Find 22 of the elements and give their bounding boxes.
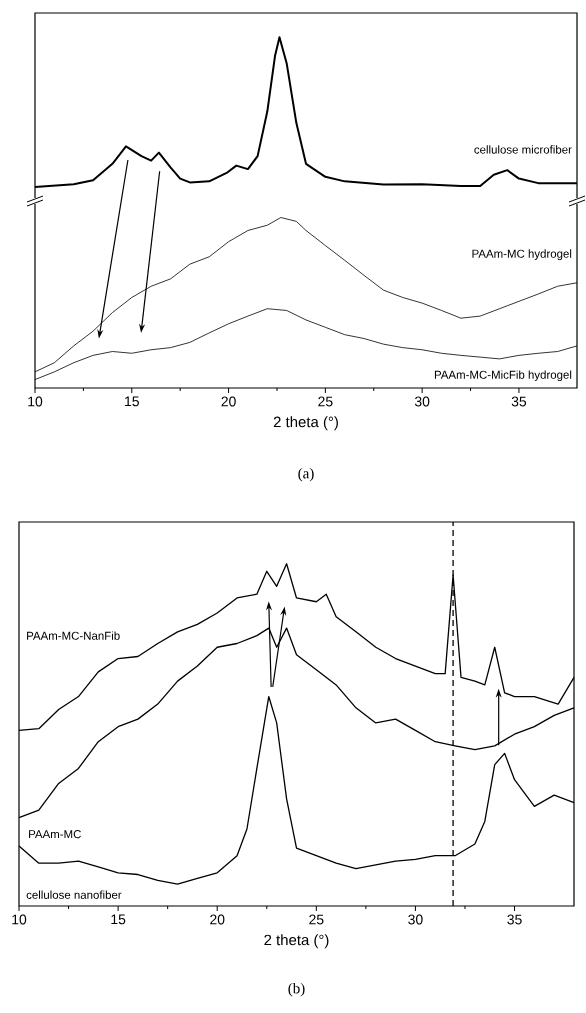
text: (a) — [298, 467, 314, 482]
x-tick-label: 20 — [221, 396, 237, 407]
x-tick-label: 10 — [28, 396, 43, 407]
x-tick-label: 35 — [507, 914, 522, 925]
series-label: PAAm-MC — [29, 830, 82, 839]
series-label: PAAm-MC-MicFib hydrogel — [435, 370, 572, 382]
series-label: cellulose nanofiber — [26, 890, 122, 899]
x-tick-label: 20 — [210, 914, 225, 925]
x-tick-label: 15 — [125, 396, 140, 407]
x-tick-label: 25 — [309, 914, 324, 925]
x-tick-label: 35 — [511, 396, 527, 407]
x-tick-label: 30 — [415, 396, 430, 407]
x-tick-label: 30 — [408, 914, 423, 925]
text: (b) — [288, 982, 305, 997]
x-tick-label: 15 — [111, 914, 126, 925]
text: cellulose microfiber — [474, 145, 572, 154]
x-tick-label: 25 — [318, 396, 333, 407]
x-axis-title: 2 theta (°) — [274, 416, 339, 431]
x-tick-label: 10 — [12, 914, 27, 925]
series-label: PAAm-MC-NanFib — [27, 631, 120, 640]
x-axis-title: 2 theta (°) — [264, 934, 329, 949]
text: PAAm-MC hydrogel — [472, 249, 572, 261]
